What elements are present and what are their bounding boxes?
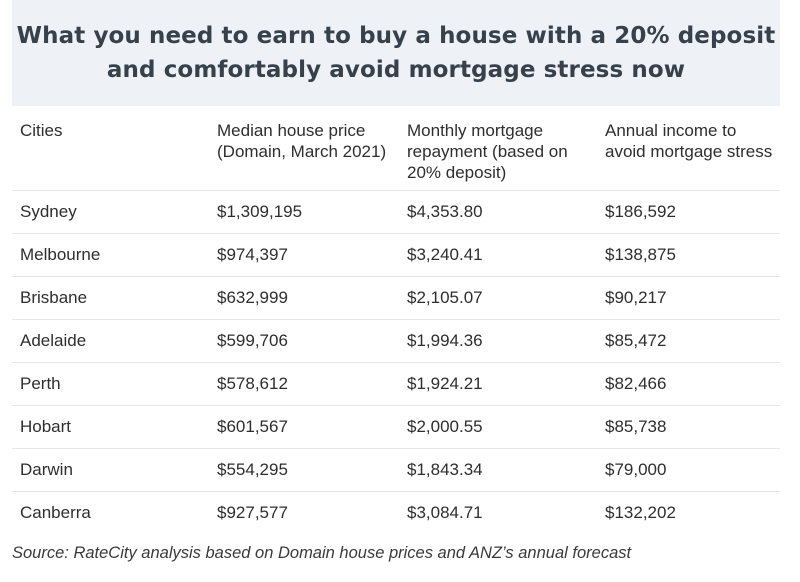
header-median-price: Median house price (Domain, March 2021) — [217, 121, 387, 161]
monthly-repayment-cell: $3,084.71 — [407, 503, 483, 523]
city-cell: Hobart — [20, 417, 72, 436]
monthly-repayment-cell: $1,924.21 — [407, 374, 483, 393]
annual-income-cell: $85,472 — [605, 331, 667, 350]
header-cities: Cities — [20, 121, 63, 140]
table-card: What you need to earn to buy a house wit… — [12, 0, 780, 534]
monthly-repayment-cell: $4,353.80 — [407, 202, 483, 221]
city-cell: Canberra — [20, 503, 91, 523]
table-row: Brisbane $632,999 $2,105.07 $90,217 — [12, 276, 780, 319]
city-cell: Darwin — [20, 460, 73, 479]
median-price-cell: $601,567 — [217, 417, 288, 436]
chart-title-line-2: and comfortably avoid mortgage stress no… — [106, 57, 686, 83]
table-row: Melbourne $974,397 $3,240.41 $138,875 — [12, 233, 780, 276]
chart-title-line-1: What you need to earn to buy a house wit… — [16, 23, 776, 49]
city-cell: Melbourne — [20, 245, 101, 264]
city-cell: Adelaide — [20, 331, 87, 350]
table-row: Hobart $601,567 $2,000.55 $85,738 — [12, 405, 780, 448]
median-price-cell: $974,397 — [217, 245, 288, 264]
median-price-cell: $578,612 — [217, 374, 288, 393]
median-price-cell: $599,706 — [217, 331, 288, 350]
annual-income-cell: $82,466 — [605, 374, 667, 393]
city-cell: Brisbane — [20, 288, 88, 307]
header-annual-income: Annual income to avoid mortgage stress — [605, 121, 773, 161]
table-body: Sydney $1,309,195 $4,353.80 $186,592 Melbour… — [12, 190, 780, 534]
annual-income-cell: $138,875 — [605, 245, 676, 264]
median-price-cell: $554,295 — [217, 460, 288, 479]
header-row: Cities Median house price (Domain, March… — [12, 106, 780, 190]
monthly-repayment-cell: $3,240.41 — [407, 245, 483, 264]
annual-income-cell: $186,592 — [605, 202, 676, 221]
table-row: Canberra $927,577 $3,084.71 $132,202 — [12, 491, 780, 534]
table-row: Perth $578,612 $1,924.21 $82,466 — [12, 362, 780, 405]
median-price-cell: $1,309,195 — [217, 202, 303, 221]
annual-income-cell: $85,738 — [605, 417, 667, 436]
annual-income-cell: $90,217 — [605, 288, 667, 307]
median-price-cell: $927,577 — [217, 503, 288, 523]
header-monthly-repayment: Monthly mortgage repayment (based on 20%… — [407, 121, 568, 182]
city-cell: Perth — [20, 374, 61, 393]
annual-income-cell: $132,202 — [605, 503, 676, 523]
monthly-repayment-cell: $1,843.34 — [407, 460, 483, 479]
table-row: Adelaide $599,706 $1,994.36 $85,472 — [12, 319, 780, 362]
title-banner: What you need to earn to buy a house wit… — [12, 0, 780, 106]
monthly-repayment-cell: $1,994.36 — [407, 331, 483, 350]
annual-income-cell: $79,000 — [605, 460, 667, 479]
monthly-repayment-cell: $2,000.55 — [407, 417, 483, 436]
median-price-cell: $632,999 — [217, 288, 288, 307]
city-cell: Sydney — [20, 202, 77, 221]
table-row: Sydney $1,309,195 $4,353.80 $186,592 — [12, 190, 780, 233]
source-note: Source: RateCity analysis based on Domai… — [12, 544, 632, 562]
monthly-repayment-cell: $2,105.07 — [407, 288, 483, 307]
data-table: Cities Median house price (Domain, March… — [12, 106, 780, 534]
table-row: Darwin $554,295 $1,843.34 $79,000 — [12, 448, 780, 491]
